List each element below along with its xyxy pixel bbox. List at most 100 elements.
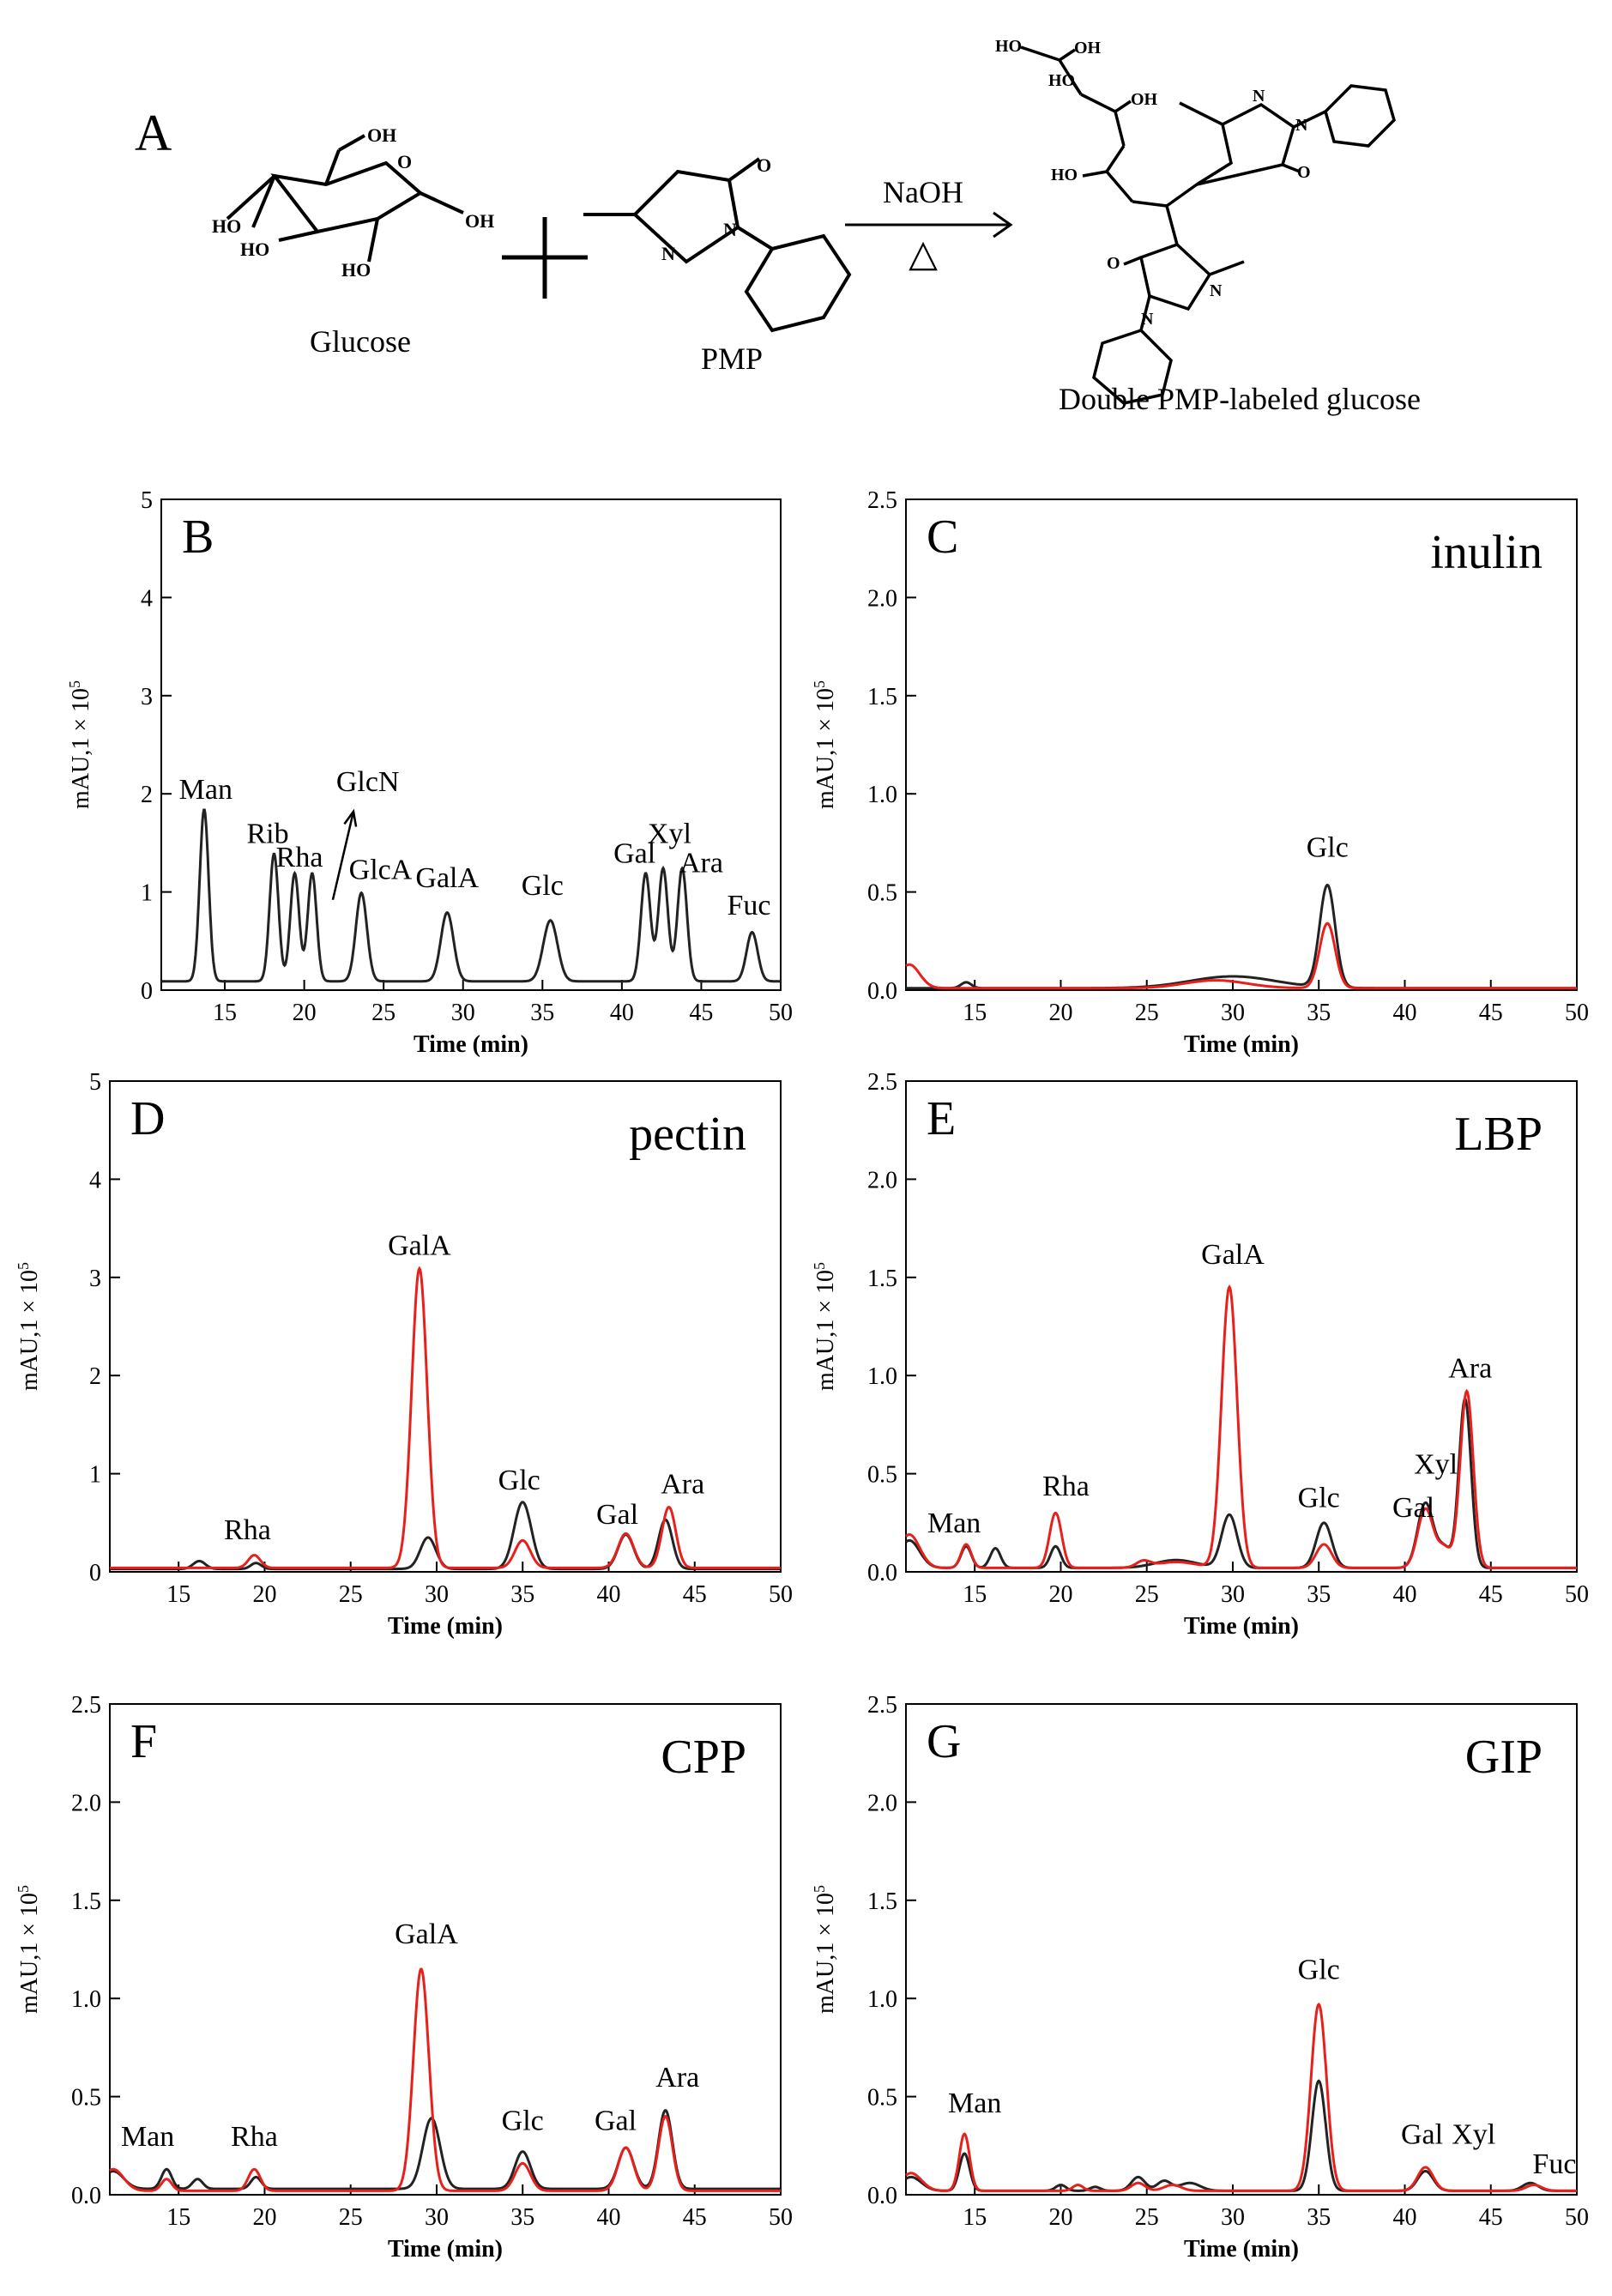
panel-c-y-tick-label: 2.0 [867,585,897,612]
panel-e-y-label: mAU,1 × 105 [811,1262,839,1391]
panel-d-series-red [110,1266,781,1569]
panel-g-x-tick-label: 50 [1565,2204,1589,2231]
glucose-ring-o: O [397,151,412,172]
glucose-ho-bottom: HO [341,259,371,281]
panel-e-x-tick-label: 35 [1307,1581,1331,1608]
pmp-n1: N [723,219,737,240]
panel-b-frame [160,498,782,991]
panel-d-x-label: Time (min) [388,1613,503,1640]
panel-c-series-black [906,884,1577,990]
panel-b-x-tick-label: 45 [689,1000,713,1026]
panel-f-y-tick-label: 1.5 [71,1888,101,1915]
panel-d-peak-label: Gal [596,1499,638,1531]
panel-g-y-tick-label: 2.5 [867,1692,897,1719]
panel-d-x-tick-label: 50 [769,1581,793,1608]
panel-g-y-tick-label: 1.0 [867,1986,897,2013]
panel-b-arrow-icon [331,811,355,901]
panel-e-x-tick-label: 45 [1479,1581,1503,1608]
panel-f-peak-label: Glc [502,2105,544,2136]
panel-g-peak-label: Gal [1401,2119,1443,2151]
panel-d-series-black [110,1501,781,1571]
panel-g-x-tick-label: 40 [1392,2204,1416,2231]
panel-e-letter: E [927,1092,956,1145]
panel-e-y-tick-label: 0.0 [867,1560,897,1586]
panel-e-peak-label: Xyl [1414,1449,1458,1481]
panel-e-y-tick-label: 2.0 [867,1167,897,1193]
panel-f-x-tick-label: 45 [683,2204,707,2231]
panel-b-peak-label: Glc [522,870,564,902]
panel-c-x-tick-label: 50 [1565,1000,1589,1026]
panel-d-peak-label: Rha [224,1514,271,1546]
panel-b-x-tick-label: 40 [610,1000,634,1026]
panel-c-x-tick-label: 40 [1392,1000,1416,1026]
panel-e-x-tick-label: 25 [1135,1581,1159,1608]
reagent-label: NaOH [883,175,963,209]
panel-d-x-tick-label: 35 [510,1581,534,1608]
panel-g-y-tick-label: 2.0 [867,1790,897,1816]
panel-b-y-tick-label: 4 [141,585,153,612]
panel-g-y-tick-label: 0.0 [867,2183,897,2209]
panel-b-peak-label: Gal [613,837,655,869]
pmp-n2: N [661,243,675,264]
panel-g-series-red [905,2002,1577,2192]
panel-b-x-tick-label: 25 [371,1000,395,1026]
panel-f-letter: F [130,1715,157,1768]
panel-e-peak-label: Rha [1042,1471,1090,1502]
panel-f-peak-label: Gal [595,2105,637,2136]
panel-f-series-red [109,1967,781,2192]
panel-b-peak-label: GlcA [349,855,413,886]
glucose-label: Glucose [310,324,411,359]
panel-g-x-tick-label: 30 [1221,2204,1245,2231]
panel-b-peak-label: Fuc [727,890,770,921]
panel-c-letter: C [927,511,958,564]
panel-c-y-tick-label: 0.0 [867,978,897,1005]
panel-d-y-tick-label: 0 [89,1560,101,1586]
panel-c-x-tick-label: 15 [963,1000,987,1026]
panel-b-x-tick-label: 20 [293,1000,317,1026]
panel-letter-a: A [135,105,172,161]
product-n-d: N [1141,310,1154,329]
panel-e-y-tick-label: 2.5 [867,1069,897,1096]
panel-c-y-tick-label: 2.5 [867,487,897,514]
product-o-a: O [1297,163,1311,182]
panel-f-y-tick-label: 2.0 [71,1790,101,1816]
panel-b-peak-label: GalA [415,862,479,894]
product-o-b: O [1107,254,1120,273]
panel-g-letter: G [927,1715,961,1768]
panel-f-x-tick-label: 40 [596,2204,620,2231]
product-ho-3: HO [1048,71,1075,90]
panel-b-peak-label: Rib [246,818,288,849]
heat-icon: △ [909,233,938,275]
panel-b-y-label: mAU,1 × 105 [66,680,94,809]
panel-g-peak-label: Xyl [1452,2119,1495,2151]
panel-c-title: inulin [1430,526,1543,579]
panel-d-frame [109,1080,782,1573]
panel-b-x-tick-label: 15 [213,1000,237,1026]
panel-f-series-black [109,2109,781,2190]
panel-e-peak-label: Gal [1392,1492,1434,1524]
pmp-o: O [757,154,771,176]
panel-c-x-tick-label: 45 [1479,1000,1503,1026]
panel-e-x-tick-label: 30 [1221,1581,1245,1608]
panel-e-y-tick-label: 1.0 [867,1363,897,1390]
panel-b-x-tick-label: 30 [451,1000,475,1026]
glucose-structure [226,134,464,263]
panel-c-x-label: Time (min) [1184,1031,1299,1058]
pmp-label: PMP [701,341,763,376]
product-oh-4: OH [1131,90,1158,109]
panel-d-y-tick-label: 2 [89,1363,101,1390]
panel-f-frame [109,1703,782,2196]
panel-f-peak-label: Rha [231,2121,278,2153]
glucose-oh-right: OH [465,210,494,232]
panel-d-x-tick-label: 45 [683,1581,707,1608]
panel-e-x-tick-label: 20 [1048,1581,1072,1608]
panel-g-y-tick-label: 0.5 [867,2085,897,2112]
panel-e-x-tick-label: 50 [1565,1581,1589,1608]
panel-d-title: pectin [629,1108,746,1161]
panel-b-x-tick-label: 35 [530,1000,554,1026]
panel-e-peak-label: Man [927,1508,981,1539]
panel-g-x-tick-label: 45 [1479,2204,1503,2231]
panel-b-peak-label: Man [179,774,232,806]
panel-d-letter: D [130,1092,165,1145]
panel-f-peak-label: Ara [655,2062,699,2094]
